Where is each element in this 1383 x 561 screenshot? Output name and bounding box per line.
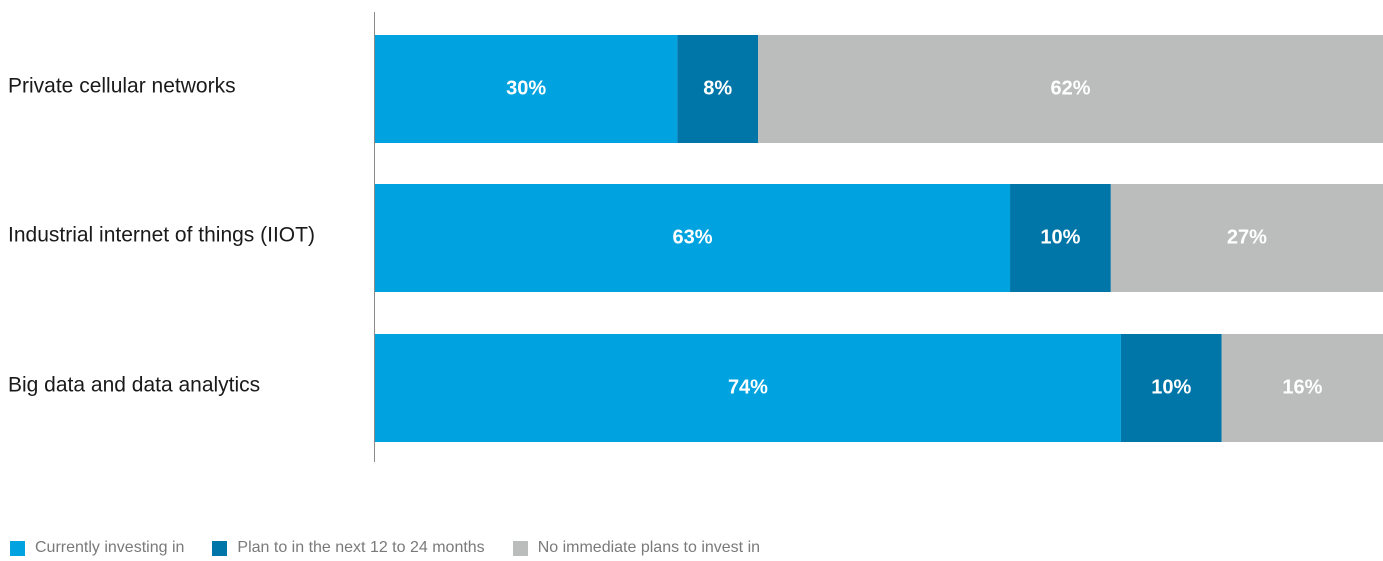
data-label: 62% — [1051, 77, 1091, 99]
legend-swatch — [212, 541, 227, 556]
category-label: Big data and data analytics — [8, 374, 260, 397]
legend-item-plan-to-invest: Plan to in the next 12 to 24 months — [212, 539, 484, 557]
legend-label: Currently investing in — [35, 539, 184, 557]
data-label: 30% — [506, 77, 546, 99]
data-label: 10% — [1151, 376, 1191, 398]
data-label: 27% — [1227, 226, 1267, 248]
category-labels: Private cellular networks Industrial inte… — [8, 75, 315, 397]
stacked-bar-chart: Private cellular networks Industrial inte… — [0, 0, 1383, 530]
data-label: 8% — [703, 77, 732, 99]
legend-swatch — [513, 541, 528, 556]
bars-group: 30% 8% 62% 63% 10% 27% 74% 10% 16% — [375, 35, 1383, 442]
legend: Currently investing in Plan to in the ne… — [10, 539, 788, 557]
data-label: 10% — [1040, 226, 1080, 248]
legend-item-no-plans: No immediate plans to invest in — [513, 539, 760, 557]
legend-label: No immediate plans to invest in — [538, 539, 760, 557]
category-label: Industrial internet of things (IIOT) — [8, 224, 315, 247]
data-label: 63% — [673, 226, 713, 248]
data-label: 16% — [1282, 376, 1322, 398]
legend-swatch — [10, 541, 25, 556]
category-label: Private cellular networks — [8, 75, 236, 98]
legend-item-currently-investing: Currently investing in — [10, 539, 184, 557]
data-label: 74% — [728, 376, 768, 398]
legend-label: Plan to in the next 12 to 24 months — [237, 539, 484, 557]
